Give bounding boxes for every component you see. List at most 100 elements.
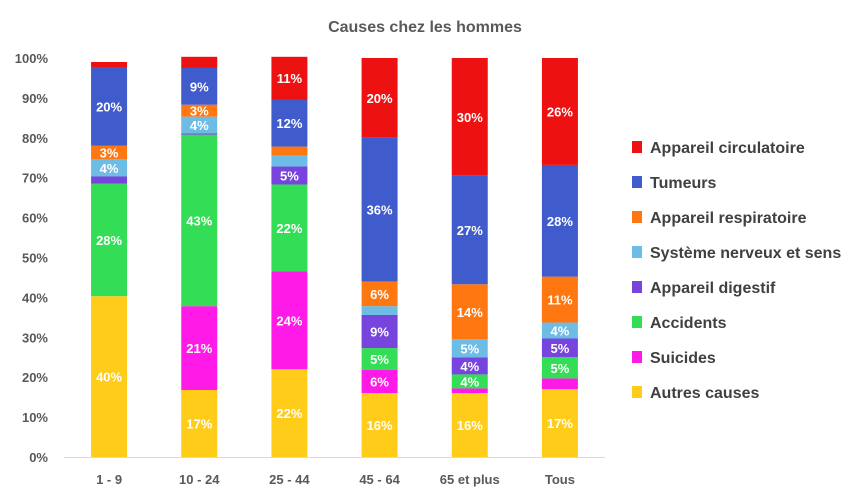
data-label: 36% [367,203,393,218]
bar-segment [541,322,578,339]
bar-segment [271,56,308,100]
bar-segment [91,145,128,160]
data-label: 4% [100,161,119,176]
bar-segment [91,159,128,177]
bar-segment [91,183,128,297]
bar-segment [181,134,218,307]
data-label: 5% [370,352,389,367]
data-label: 43% [186,213,212,228]
data-label: 11% [277,71,303,86]
bar-segment [271,369,308,457]
bar-segment [181,133,218,135]
x-axis: 1 - 9 10 - 24 25 - 44 45 - 64 65 et plus Tous [64,457,605,487]
bar-segment [91,296,128,457]
y-tick-label: 70% [22,171,48,186]
data-label: 22% [276,221,302,236]
legend-swatch [632,316,642,328]
bar-segment [361,137,398,282]
bar-segment [91,67,128,146]
data-label: 6% [370,375,389,390]
legend-label: Accidents [650,315,727,332]
legend-swatch [632,386,642,398]
bar-segment [451,374,488,389]
bar-segment [451,357,488,375]
bar-segment [361,281,398,307]
legend-label: Appareil circulatoire [650,140,805,157]
bar-segment [361,393,398,457]
bar-segment [271,166,308,185]
bar-segment [541,338,578,358]
legend-swatch [632,281,642,293]
data-label: 16% [457,418,483,433]
bar-segment [541,164,578,277]
data-label: 17% [186,416,212,431]
data-label: 3% [100,146,119,161]
bars [91,56,578,457]
data-label: 40% [96,370,122,385]
y-axis: 0% 10% 20% 30% 40% 50% 60% 70% 80% 90% 100% [15,51,49,465]
bar-segment [271,99,308,147]
legend-swatch [632,176,642,188]
bar-segment [451,175,488,285]
bar-segment [91,176,128,184]
legend-label: Appareil digestif [650,280,776,297]
legend-label: Autres causes [650,385,759,402]
data-label: 22% [276,406,302,421]
data-label: 12% [276,116,302,131]
data-label: 30% [457,110,483,125]
bar-segment [361,306,398,315]
bar-segment [181,389,218,457]
y-tick-label: 40% [22,290,48,305]
data-label: 11% [547,293,573,308]
data-labels: 40%28%4%3%20%17%21%43%4%3%9%22%24%22%5%1… [96,71,573,433]
bar-segment [361,370,398,394]
legend-swatch [632,211,642,223]
x-tick-label: 10 - 24 [179,472,220,487]
bar-segment [451,388,488,394]
bar-segment [541,389,578,457]
data-label: 28% [547,214,573,229]
bar-segment [91,61,128,68]
y-tick-label: 100% [15,51,49,66]
legend-swatch [632,141,642,153]
chart-title: Causes chez les hommes [328,19,522,36]
data-label: 5% [551,341,570,356]
data-label: 5% [280,169,299,184]
data-label: 4% [460,374,479,389]
data-label: 6% [370,287,389,302]
bar-segment [541,276,578,323]
data-label: 16% [367,418,393,433]
bar-segment [451,393,488,457]
bar-segment [181,104,218,117]
x-tick-label: 25 - 44 [269,472,310,487]
bar-segment [271,184,308,272]
data-label: 3% [190,104,209,119]
data-label: 20% [96,100,122,115]
data-label: 4% [190,118,209,133]
bar-segment [181,116,218,134]
data-label: 9% [370,325,389,340]
x-tick-label: Tous [545,472,575,487]
bar-segment [541,58,578,165]
bar-segment [451,339,488,358]
y-tick-label: 80% [22,131,48,146]
legend-swatch [632,351,642,363]
bar-segment [181,306,218,390]
data-label: 14% [457,305,483,320]
data-label: 24% [276,313,302,328]
data-label: 4% [460,359,479,374]
bar-segment [361,348,398,371]
bar-segment [451,284,488,340]
data-label: 26% [547,104,573,119]
data-label: 5% [460,341,479,356]
data-label: 17% [547,416,573,431]
legend-label: Appareil respiratoire [650,210,807,227]
y-tick-label: 90% [22,91,48,106]
bar-segment [271,155,308,167]
bar-segment [181,67,218,105]
legend-label: Tumeurs [650,175,716,192]
y-tick-label: 50% [22,251,48,266]
data-label: 28% [96,233,122,248]
legend-label: Suicides [650,350,716,367]
